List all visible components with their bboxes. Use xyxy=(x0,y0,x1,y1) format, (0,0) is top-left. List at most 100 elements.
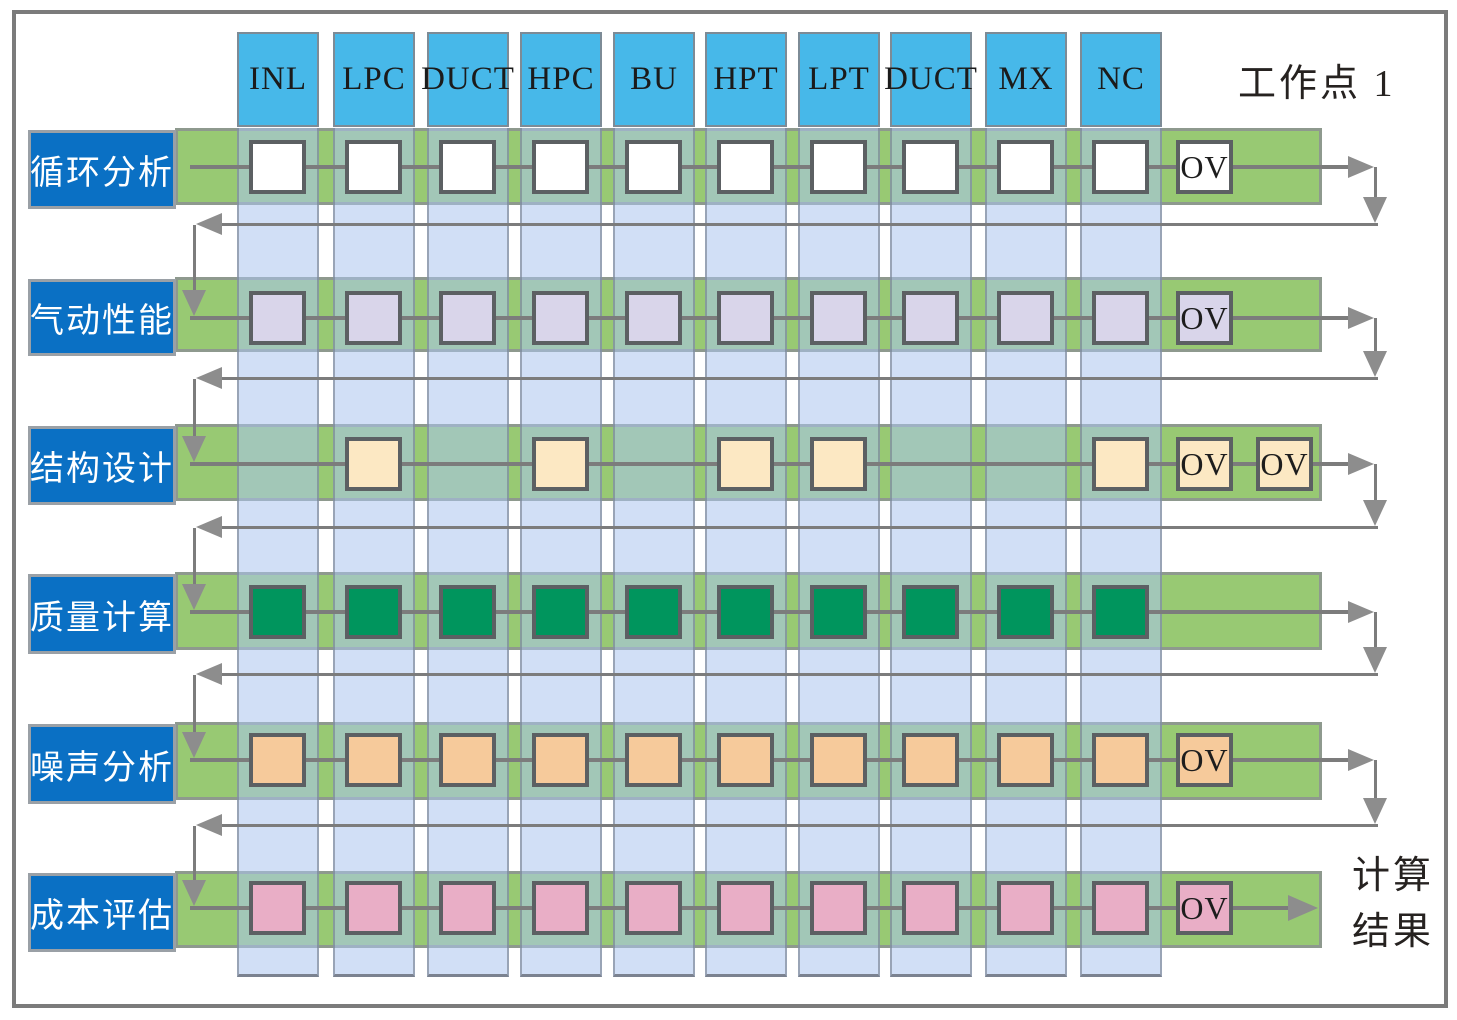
row-2-square-col-1 xyxy=(345,437,402,491)
row-1-feedback-right-arrowhead xyxy=(1348,307,1374,329)
row-0-ov-box-0: OV xyxy=(1176,140,1233,194)
row-0-feedback-left-arrowhead xyxy=(196,213,222,235)
row-0-square-col-6 xyxy=(810,140,867,194)
row-1-feedback-hline xyxy=(220,377,1378,380)
row-0-square-col-4 xyxy=(625,140,682,194)
row-3-feedback-right-arrowhead xyxy=(1348,601,1374,623)
row-label-0: 循环分析 xyxy=(28,130,176,209)
row-0-square-col-1 xyxy=(345,140,402,194)
row-4-feedback-right-vline xyxy=(1374,760,1377,801)
column-header-duct-2: DUCT xyxy=(421,32,514,127)
row-1-square-col-2 xyxy=(439,291,496,345)
row-5-square-col-3 xyxy=(532,881,589,935)
row-4-feedback-down-arrowhead-right xyxy=(1363,798,1387,824)
row-3-feedback-down-arrowhead-right xyxy=(1363,647,1387,673)
row-3-feedback-left-arrowhead xyxy=(196,663,222,685)
column-band-6 xyxy=(798,128,880,977)
row-label-3: 质量计算 xyxy=(28,574,176,654)
row-3-feedback-hline xyxy=(220,673,1378,676)
row-1-feedback-down-arrowhead-left xyxy=(182,436,206,462)
column-band-4 xyxy=(613,128,695,977)
result-label-line1: 计算 xyxy=(1352,855,1435,897)
row-2-square-col-3 xyxy=(532,437,589,491)
row-0-square-col-7 xyxy=(902,140,959,194)
row-3-square-col-8 xyxy=(997,585,1054,639)
column-band-1 xyxy=(333,128,415,977)
column-header-duct-7: DUCT xyxy=(884,32,977,127)
operating-point-label: 工作点 1 xyxy=(1238,63,1396,105)
row-1-feedback-drop-vline xyxy=(193,379,196,443)
row-5-ov-box-0: OV xyxy=(1176,881,1233,935)
row-2-feedback-hline xyxy=(220,526,1378,529)
row-label-2: 结构设计 xyxy=(28,426,176,505)
row-5-square-col-1 xyxy=(345,881,402,935)
row-4-square-col-6 xyxy=(810,733,867,787)
row-4-ov-box-0: OV xyxy=(1176,733,1233,787)
row-0-square-col-0 xyxy=(249,140,306,194)
row-3-feedback-down-arrowhead-left xyxy=(182,732,206,758)
row-3-square-col-6 xyxy=(810,585,867,639)
row-4-square-col-1 xyxy=(345,733,402,787)
row-0-feedback-right-vline xyxy=(1374,167,1377,200)
row-2-ov-box-1: OV xyxy=(1256,437,1313,491)
row-1-feedback-right-vline xyxy=(1374,318,1377,354)
column-band-7 xyxy=(890,128,972,977)
row-3-feedback-right-vline xyxy=(1374,612,1377,650)
row-0-feedback-down-arrowhead-right xyxy=(1363,197,1387,223)
row-0-feedback-hline xyxy=(220,223,1378,226)
row-5-square-col-6 xyxy=(810,881,867,935)
row-0-square-col-3 xyxy=(532,140,589,194)
row-1-square-col-4 xyxy=(625,291,682,345)
row-3-square-col-4 xyxy=(625,585,682,639)
column-header-inl-0: INL xyxy=(237,32,319,127)
row-0-square-col-2 xyxy=(439,140,496,194)
row-1-square-col-0 xyxy=(249,291,306,345)
row-3-square-col-0 xyxy=(249,585,306,639)
row-2-feedback-down-arrowhead-right xyxy=(1363,500,1387,526)
row-5-square-col-0 xyxy=(249,881,306,935)
row-3-square-col-1 xyxy=(345,585,402,639)
row-0-square-col-5 xyxy=(717,140,774,194)
row-5-final-output-arrowhead xyxy=(1288,895,1318,921)
row-2-feedback-drop-vline xyxy=(193,528,196,591)
row-2-feedback-down-arrowhead-left xyxy=(182,584,206,610)
row-3-square-col-3 xyxy=(532,585,589,639)
row-4-feedback-right-arrowhead xyxy=(1348,749,1374,771)
row-0-square-col-8 xyxy=(997,140,1054,194)
row-1-feedback-left-arrowhead xyxy=(196,367,222,389)
column-band-5 xyxy=(705,128,787,977)
result-label: 计算 结果 xyxy=(1352,848,1434,960)
row-1-square-col-1 xyxy=(345,291,402,345)
row-1-square-col-6 xyxy=(810,291,867,345)
row-5-square-col-4 xyxy=(625,881,682,935)
row-4-square-col-0 xyxy=(249,733,306,787)
row-5-square-col-5 xyxy=(717,881,774,935)
row-3-square-col-9 xyxy=(1092,585,1149,639)
row-1-square-col-7 xyxy=(902,291,959,345)
column-header-hpc-3: HPC xyxy=(520,32,602,127)
row-4-square-col-7 xyxy=(902,733,959,787)
row-4-feedback-drop-vline xyxy=(193,826,196,887)
row-4-square-col-2 xyxy=(439,733,496,787)
row-5-square-col-2 xyxy=(439,881,496,935)
column-band-8 xyxy=(985,128,1067,977)
row-1-ov-box-0: OV xyxy=(1176,291,1233,345)
row-3-square-col-5 xyxy=(717,585,774,639)
row-5-square-col-7 xyxy=(902,881,959,935)
row-2-feedback-right-vline xyxy=(1374,464,1377,503)
row-0-feedback-down-arrowhead-left xyxy=(182,290,206,316)
row-label-1: 气动性能 xyxy=(28,279,176,356)
row-4-square-col-3 xyxy=(532,733,589,787)
row-3-feedback-drop-vline xyxy=(193,675,196,739)
row-2-square-col-9 xyxy=(1092,437,1149,491)
column-header-lpt-6: LPT xyxy=(798,32,880,127)
column-header-mx-8: MX xyxy=(985,32,1067,127)
column-header-nc-9: NC xyxy=(1080,32,1162,127)
row-label-4: 噪声分析 xyxy=(28,724,176,804)
row-4-square-col-5 xyxy=(717,733,774,787)
row-1-feedback-down-arrowhead-right xyxy=(1363,351,1387,377)
row-1-square-col-8 xyxy=(997,291,1054,345)
row-4-feedback-hline xyxy=(220,824,1378,827)
row-label-5: 成本评估 xyxy=(28,873,176,952)
